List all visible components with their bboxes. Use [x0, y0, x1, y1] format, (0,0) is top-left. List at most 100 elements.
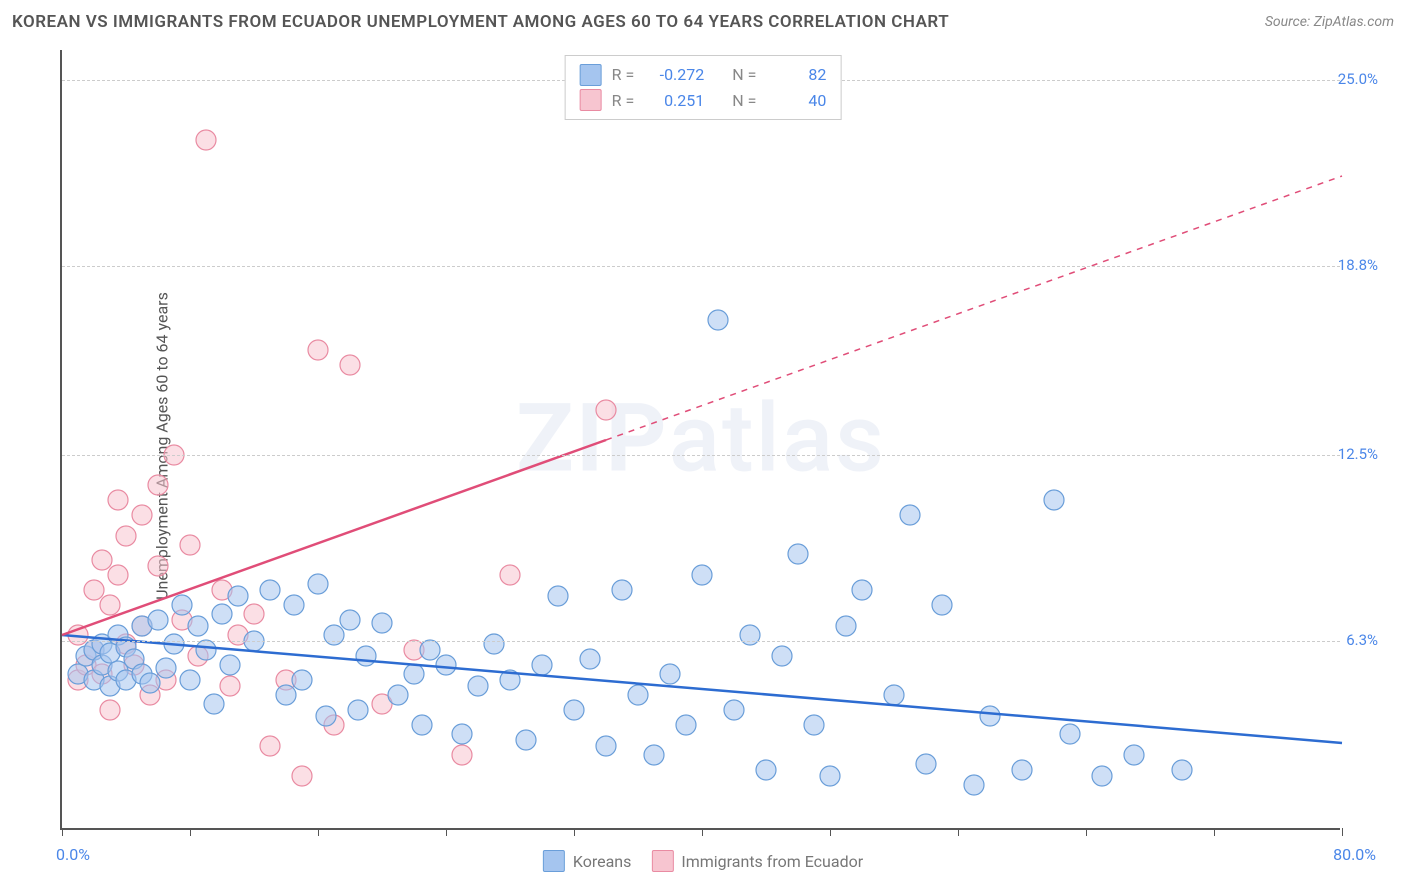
source-label: Source: ZipAtlas.com [1265, 14, 1394, 30]
data-point [452, 724, 472, 744]
x-tick [830, 828, 831, 836]
data-point [740, 625, 760, 645]
x-tick [958, 828, 959, 836]
data-point [220, 676, 240, 696]
data-point [628, 685, 648, 705]
data-point [356, 646, 376, 666]
data-point [404, 664, 424, 684]
data-point [316, 706, 336, 726]
data-point [292, 766, 312, 786]
data-point [692, 565, 712, 585]
bottom-legend: Koreans Immigrants from Ecuador [543, 850, 863, 872]
data-point [156, 658, 176, 678]
title-bar: KOREAN VS IMMIGRANTS FROM ECUADOR UNEMPL… [12, 12, 1394, 32]
x-tick [574, 828, 575, 836]
data-point [836, 616, 856, 636]
swatch-blue-2 [543, 850, 565, 872]
data-point [772, 646, 792, 666]
data-point [708, 310, 728, 330]
data-point [596, 400, 616, 420]
data-point [108, 565, 128, 585]
r-label-2: R = [612, 88, 635, 114]
x-tick [1342, 828, 1343, 836]
n-label-2: N = [732, 88, 756, 114]
data-point [140, 673, 160, 693]
data-point [420, 640, 440, 660]
x-tick [318, 828, 319, 836]
swatch-blue [580, 64, 602, 86]
data-point [516, 730, 536, 750]
data-point [348, 700, 368, 720]
r-label: R = [612, 62, 635, 88]
gridline [62, 266, 1340, 267]
data-point [804, 715, 824, 735]
data-point [148, 556, 168, 576]
data-point [412, 715, 432, 735]
data-point [580, 649, 600, 669]
pink-n-value: 40 [766, 88, 826, 114]
data-point [612, 580, 632, 600]
x-tick [190, 828, 191, 836]
data-point [212, 604, 232, 624]
legend-item-blue: Koreans [543, 850, 632, 872]
data-point [916, 754, 936, 774]
data-point [1172, 760, 1192, 780]
chart-container: KOREAN VS IMMIGRANTS FROM ECUADOR UNEMPL… [0, 0, 1406, 892]
data-point [436, 655, 456, 675]
series-blue-name: Koreans [573, 852, 632, 871]
data-point [388, 685, 408, 705]
y-tick-label: 25.0% [1338, 70, 1378, 88]
data-point [1044, 490, 1064, 510]
x-tick [1214, 828, 1215, 836]
swatch-pink-2 [651, 850, 673, 872]
data-point [724, 700, 744, 720]
data-point [228, 586, 248, 606]
series-pink-name: Immigrants from Ecuador [681, 852, 863, 871]
x-tick [1086, 828, 1087, 836]
data-point [84, 580, 104, 600]
data-point [756, 760, 776, 780]
x-origin-label: 0.0% [56, 845, 90, 864]
plot-svg [62, 50, 1340, 828]
legend-row-pink: R = 0.251 N = 40 [580, 88, 827, 114]
data-point [676, 715, 696, 735]
data-point [932, 595, 952, 615]
y-tick-label: 18.8% [1338, 256, 1378, 274]
gridline [62, 641, 1340, 642]
data-point [108, 490, 128, 510]
data-point [100, 595, 120, 615]
blue-r-value: -0.272 [644, 62, 704, 88]
x-tick [702, 828, 703, 836]
data-point [196, 130, 216, 150]
data-point [340, 610, 360, 630]
data-point [484, 634, 504, 654]
data-point [644, 745, 664, 765]
data-point [100, 700, 120, 720]
data-point [284, 595, 304, 615]
data-point [260, 580, 280, 600]
trend-line-pink-solid [62, 440, 606, 635]
data-point [276, 685, 296, 705]
data-point [852, 580, 872, 600]
data-point [92, 550, 112, 570]
data-point [900, 505, 920, 525]
data-point [660, 664, 680, 684]
data-point [308, 574, 328, 594]
data-point [132, 505, 152, 525]
data-point [196, 640, 216, 660]
data-point [148, 610, 168, 630]
y-tick-label: 12.5% [1338, 445, 1378, 463]
data-point [468, 676, 488, 696]
data-point [820, 766, 840, 786]
data-point [292, 670, 312, 690]
data-point [244, 604, 264, 624]
data-point [596, 736, 616, 756]
data-point [500, 565, 520, 585]
n-label: N = [732, 62, 756, 88]
data-point [340, 355, 360, 375]
swatch-pink [580, 89, 602, 111]
plot-area: ZIPatlas [60, 50, 1340, 830]
trend-line-blue [62, 635, 1342, 743]
data-point [308, 340, 328, 360]
data-point [532, 655, 552, 675]
